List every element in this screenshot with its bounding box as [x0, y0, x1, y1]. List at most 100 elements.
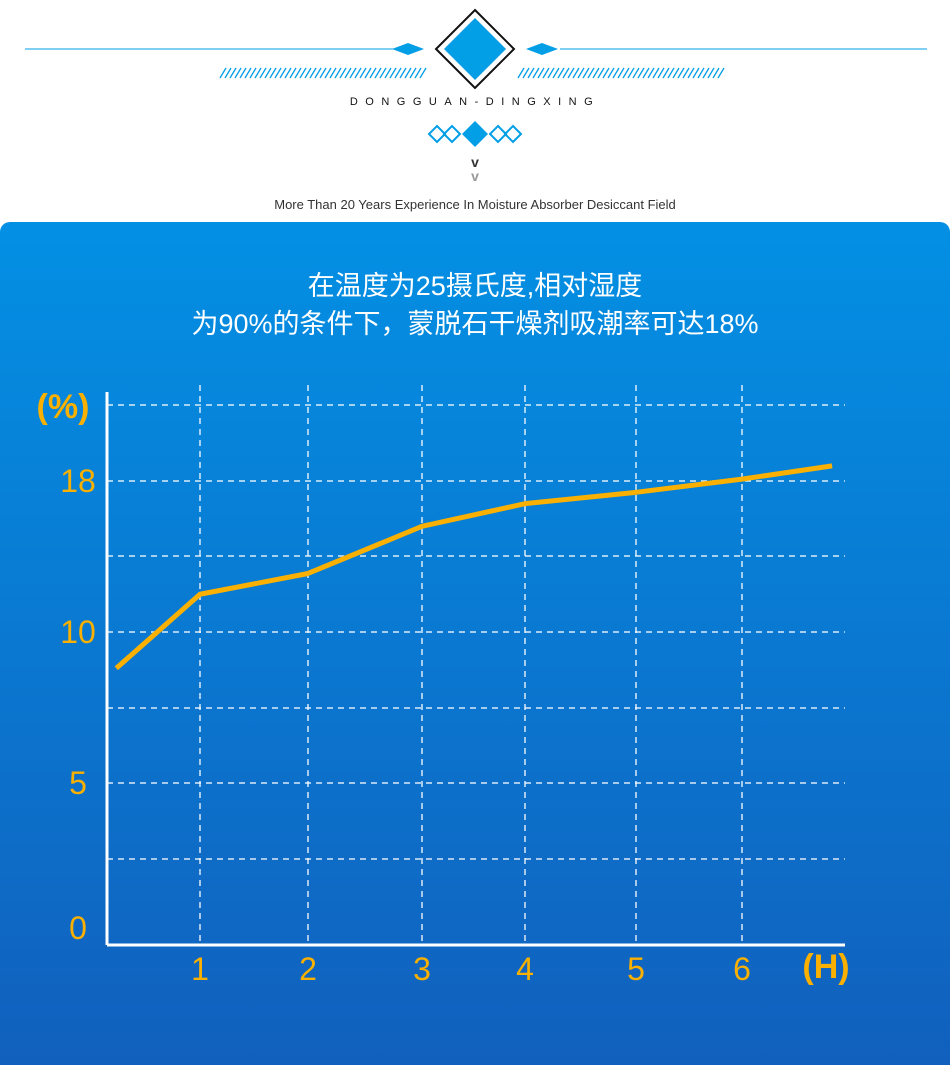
hatch-stroke — [557, 67, 565, 79]
hatch-stroke — [269, 67, 277, 79]
hatch-stroke — [289, 67, 297, 79]
hatch-stroke — [517, 67, 525, 79]
hatch-stroke — [702, 67, 710, 79]
hatch-stroke — [224, 67, 232, 79]
hatch-stroke — [364, 67, 372, 79]
hatch-stroke — [379, 67, 387, 79]
hatch-stroke — [324, 67, 332, 79]
hatch-stroke — [652, 67, 660, 79]
brand-name: DONGGUAN-DINGXING — [349, 96, 601, 108]
hatch-stroke — [587, 67, 595, 79]
hatch-stroke — [692, 67, 700, 79]
hatch-stroke — [677, 67, 685, 79]
hatch-stroke — [219, 67, 227, 79]
hatch-stroke — [672, 67, 680, 79]
x-tick-label: 4 — [516, 951, 534, 987]
hatch-stroke — [394, 67, 402, 79]
hatch-stroke — [349, 67, 357, 79]
hatch-stroke — [712, 67, 720, 79]
hatch-stroke — [567, 67, 575, 79]
y-tick-label: 0 — [69, 910, 87, 946]
hatch-stroke — [542, 67, 550, 79]
hatch-stroke — [284, 67, 292, 79]
hatch-stroke — [249, 67, 257, 79]
hatch-stroke — [662, 67, 670, 79]
hatch-stroke — [334, 67, 342, 79]
x-tick-label: 6 — [733, 951, 751, 987]
hatch-stroke — [582, 67, 590, 79]
x-tick-label: 5 — [627, 951, 645, 987]
hatch-stroke — [329, 67, 337, 79]
hatch-stroke — [309, 67, 317, 79]
x-axis-label: (H) — [802, 948, 849, 986]
hatch-stroke — [264, 67, 272, 79]
chevron-down-icon: v — [471, 168, 479, 184]
hatch-stroke — [602, 67, 610, 79]
hatch-stroke — [717, 67, 725, 79]
hatch-stroke — [547, 67, 555, 79]
chart-panel: 在温度为25摄氏度,相对湿度 为90%的条件下，蒙脱石干燥剂吸潮率可达18% — [0, 222, 950, 1065]
hatch-stroke — [577, 67, 585, 79]
hatch-stroke — [374, 67, 382, 79]
hatch-stroke — [632, 67, 640, 79]
hatch-stroke — [522, 67, 530, 79]
hatch-stroke — [344, 67, 352, 79]
hatch-stroke — [294, 67, 302, 79]
chart-title-line-1: 在温度为25摄氏度,相对湿度 — [307, 271, 643, 301]
hatch-stroke — [404, 67, 412, 79]
hatch-stroke — [572, 67, 580, 79]
hatch-stroke — [389, 67, 397, 79]
chart-title-line-2: 为90%的条件下，蒙脱石干燥剂吸潮率可达18% — [191, 309, 759, 339]
hatch-stroke — [354, 67, 362, 79]
hatch-stroke — [409, 67, 417, 79]
hatch-stroke — [537, 67, 545, 79]
data-line — [114, 463, 833, 671]
hatch-stroke — [254, 67, 262, 79]
hatch-stroke — [299, 67, 307, 79]
header: DONGGUAN-DINGXING v v More Than 20 Years… — [0, 0, 950, 222]
hatch-stroke — [399, 67, 407, 79]
hatch-stroke — [552, 67, 560, 79]
hatch-stroke — [687, 67, 695, 79]
hatch-stroke — [419, 67, 427, 79]
hatch-stroke — [707, 67, 715, 79]
hatch-stroke — [359, 67, 367, 79]
hatch-stroke — [229, 67, 237, 79]
hatch-stroke — [592, 67, 600, 79]
y-tick-label: 10 — [60, 614, 96, 650]
hatch-stroke — [414, 67, 422, 79]
hatch-stroke — [319, 67, 327, 79]
hatch-stroke — [612, 67, 620, 79]
hatch-stroke — [637, 67, 645, 79]
hatch-stroke — [607, 67, 615, 79]
hatch-stroke — [532, 67, 540, 79]
hatch-stroke — [339, 67, 347, 79]
hatch-stroke — [369, 67, 377, 79]
hatch-stroke — [617, 67, 625, 79]
hatch-stroke — [244, 67, 252, 79]
y-tick-label: 18 — [60, 463, 96, 499]
chevron-down-icon: v — [471, 154, 479, 170]
hatch-stroke — [562, 67, 570, 79]
header-decoration — [25, 8, 927, 147]
hatch-stroke — [697, 67, 705, 79]
hatch-stroke — [682, 67, 690, 79]
hatch-stroke — [647, 67, 655, 79]
y-tick-label: 5 — [69, 765, 87, 801]
hatch-stroke — [279, 67, 287, 79]
x-tick-label: 3 — [413, 951, 431, 987]
x-tick-label: 1 — [191, 951, 209, 987]
hatch-stroke — [304, 67, 312, 79]
hatch-stroke — [384, 67, 392, 79]
hatch-stroke — [627, 67, 635, 79]
hatch-stroke — [239, 67, 247, 79]
hatch-stroke — [657, 67, 665, 79]
hatch-stroke — [597, 67, 605, 79]
tagline: More Than 20 Years Experience In Moistur… — [274, 197, 676, 212]
hatch-stroke — [259, 67, 267, 79]
hatch-stroke — [234, 67, 242, 79]
hatch-stroke — [527, 67, 535, 79]
hatch-stroke — [274, 67, 282, 79]
hatch-stroke — [314, 67, 322, 79]
